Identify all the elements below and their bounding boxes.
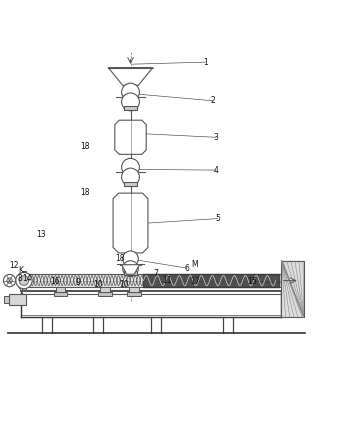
Polygon shape <box>115 120 146 155</box>
Circle shape <box>122 93 139 111</box>
Bar <box>4 296 9 303</box>
Bar <box>129 287 139 292</box>
Text: 14: 14 <box>23 274 32 282</box>
Text: 3: 3 <box>213 133 218 142</box>
Polygon shape <box>122 265 139 274</box>
Bar <box>124 182 137 186</box>
Polygon shape <box>113 193 148 253</box>
Text: 10: 10 <box>119 280 129 289</box>
Text: 18: 18 <box>81 188 90 197</box>
Bar <box>100 287 110 292</box>
Polygon shape <box>108 67 153 85</box>
Text: 9: 9 <box>75 278 80 287</box>
Circle shape <box>123 251 138 266</box>
Text: 13: 13 <box>36 230 46 239</box>
Bar <box>124 270 137 274</box>
Circle shape <box>3 274 16 287</box>
Bar <box>9 294 26 305</box>
Bar <box>21 274 281 287</box>
Circle shape <box>122 159 139 176</box>
Bar <box>282 261 304 317</box>
Circle shape <box>16 272 32 289</box>
Text: 4: 4 <box>213 166 218 174</box>
Circle shape <box>122 168 139 186</box>
Text: 18: 18 <box>116 254 125 263</box>
Circle shape <box>7 278 12 283</box>
Text: 15: 15 <box>247 277 257 286</box>
Text: M: M <box>191 260 198 269</box>
Bar <box>124 106 137 110</box>
Circle shape <box>122 83 139 101</box>
Circle shape <box>19 276 29 285</box>
Bar <box>127 292 141 296</box>
Bar <box>56 287 65 292</box>
Text: 11: 11 <box>163 276 172 285</box>
Text: 10: 10 <box>93 280 103 289</box>
Text: 12: 12 <box>9 261 19 270</box>
Circle shape <box>123 261 138 276</box>
Text: 17: 17 <box>190 277 200 286</box>
Text: 6: 6 <box>185 264 189 273</box>
Text: 18: 18 <box>81 143 90 151</box>
Text: 8: 8 <box>17 274 22 282</box>
Text: 7: 7 <box>154 270 158 278</box>
Bar <box>54 292 67 296</box>
Bar <box>22 271 26 290</box>
Text: 16: 16 <box>50 277 59 286</box>
Text: 1: 1 <box>203 58 208 67</box>
Text: K: K <box>18 266 23 275</box>
Bar <box>98 292 112 296</box>
Text: 5: 5 <box>215 214 220 223</box>
Text: 2: 2 <box>210 96 215 105</box>
